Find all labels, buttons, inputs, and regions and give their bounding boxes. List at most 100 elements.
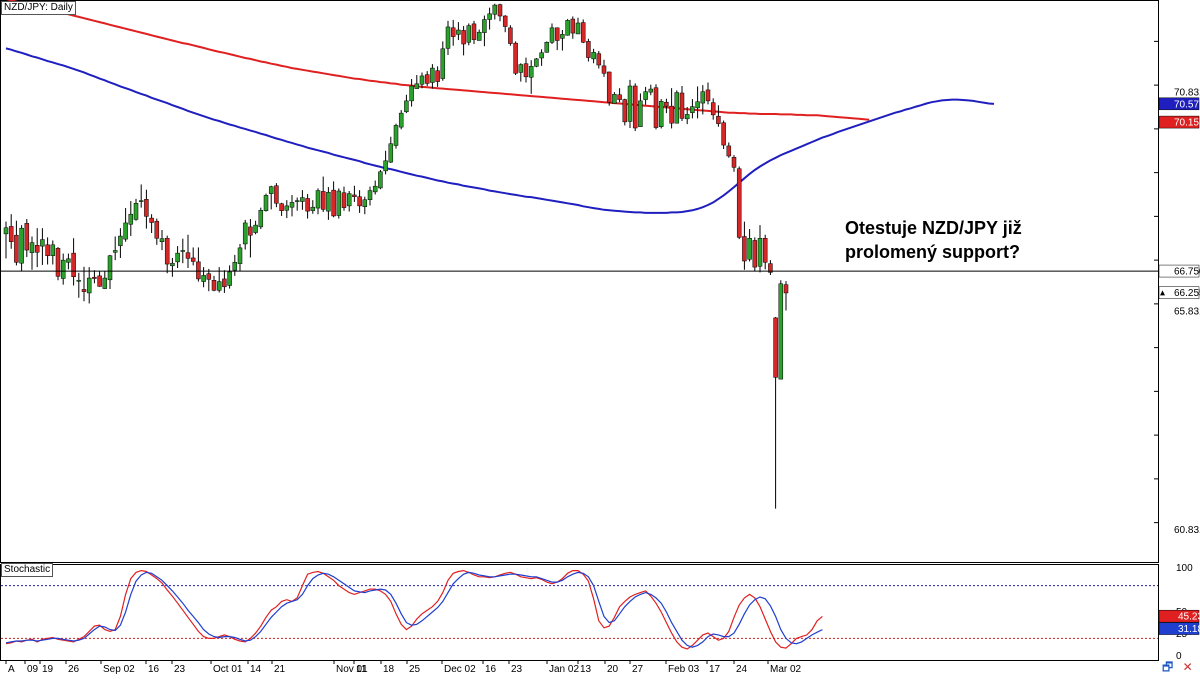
time-label: 09: [27, 664, 39, 675]
candle-bear: [664, 101, 669, 107]
candle-bull: [482, 19, 487, 33]
candle-bull: [690, 106, 695, 113]
time-label: 23: [174, 664, 186, 675]
price-tag-label: 66.255: [1174, 288, 1200, 299]
candle-bear: [331, 189, 336, 217]
ma-slow-line: [6, 0, 870, 121]
stoch-axis-label: 100: [1176, 563, 1193, 574]
candle-bear: [71, 252, 76, 277]
stoch-tag-label: 31.18: [1178, 624, 1200, 635]
candle-bull: [201, 275, 206, 282]
candle-bull: [404, 100, 409, 113]
candle-bear: [622, 99, 628, 123]
time-label: A: [8, 664, 15, 675]
time-label: 18: [383, 664, 395, 675]
candle-bear: [716, 115, 721, 124]
candle-bear: [211, 280, 217, 291]
candle-bull: [528, 66, 534, 78]
candle-bull: [216, 281, 222, 291]
candle-bear: [762, 238, 768, 263]
candle-bull: [232, 262, 238, 271]
candle-bear: [185, 252, 191, 259]
candle-bear: [570, 18, 576, 34]
candle-bear: [726, 145, 732, 157]
candle-bull: [492, 4, 498, 15]
candle-bear: [8, 226, 14, 242]
candle-bear: [523, 63, 529, 78]
candle-bear: [222, 278, 227, 288]
candle-bull: [263, 195, 269, 211]
candle-bull: [430, 67, 435, 83]
candle-bull: [648, 88, 654, 93]
candle-bull: [544, 42, 550, 53]
candle-bear: [502, 15, 508, 27]
candle-bull: [268, 186, 274, 194]
candle-bull: [29, 242, 35, 253]
candle-bull: [86, 277, 92, 294]
candle-bear: [731, 157, 737, 168]
candle-bull: [419, 75, 425, 85]
candle-bull: [76, 280, 82, 282]
candle-bull: [638, 100, 643, 127]
candle-bull: [237, 247, 243, 264]
annotation-line-2: prolomený support?: [845, 242, 1020, 262]
candle-bull: [778, 283, 784, 380]
candle-bull: [700, 91, 706, 104]
time-label: 23: [511, 664, 523, 675]
candle-bull: [326, 192, 331, 212]
candle-bear: [320, 191, 326, 210]
candle-bull: [612, 94, 617, 104]
candle-bear: [513, 42, 518, 74]
candle-bear: [55, 248, 61, 277]
candle-bull: [539, 52, 544, 59]
candle-bull: [627, 85, 633, 122]
candle-bull: [398, 112, 404, 128]
candle-bear: [424, 74, 430, 84]
candle-bear: [705, 89, 711, 102]
candle-bull: [560, 34, 565, 39]
candle-bear: [586, 41, 591, 58]
candle-bull: [159, 238, 165, 242]
candle-bear: [554, 27, 560, 41]
link-icon[interactable]: 🗗: [1162, 660, 1174, 674]
candle-bear: [81, 289, 87, 292]
candle-bull: [227, 271, 232, 286]
candle-bull: [674, 92, 680, 124]
candle-bull: [747, 238, 752, 260]
time-label: 14: [250, 664, 262, 675]
candle-bull: [409, 85, 414, 102]
candle-bull: [591, 52, 596, 60]
candle-bear: [710, 102, 716, 116]
stoch-axis-label: 0: [1176, 651, 1182, 662]
time-label: 21: [274, 664, 286, 675]
stochastic-panel: 1005025045.2331.18: [1, 563, 1200, 662]
candle-bull: [518, 64, 524, 73]
time-label: 27: [632, 664, 644, 675]
candle-bear: [632, 85, 638, 129]
candle-bull: [242, 222, 248, 245]
candle-bull: [393, 125, 399, 146]
time-label: 16: [485, 664, 497, 675]
candle-bull: [534, 58, 539, 67]
stoch-tag: [1158, 609, 1200, 623]
candle-bull: [170, 262, 175, 267]
time-label: Dec 02: [444, 664, 476, 675]
candle-bear: [752, 240, 758, 268]
candle-bear: [471, 23, 477, 40]
price-tag-label: 66.750: [1174, 267, 1200, 278]
candle-bear: [206, 273, 212, 280]
candle-bear: [450, 27, 456, 37]
time-label: 16: [148, 664, 160, 675]
candle-bear: [508, 27, 513, 44]
chart-title: NZD/JPY: Daily: [1, 1, 76, 15]
candle-bull: [378, 171, 383, 189]
price-tag: [1158, 286, 1200, 299]
candle-bull: [3, 227, 9, 235]
candle-bull: [336, 190, 342, 216]
time-label: 11: [356, 664, 367, 675]
close-icon[interactable]: ✕: [1182, 660, 1193, 674]
time-label: 24: [736, 664, 748, 675]
candle-bear: [352, 194, 357, 197]
toolbar-icons: 🗗 ✕: [1162, 658, 1199, 679]
